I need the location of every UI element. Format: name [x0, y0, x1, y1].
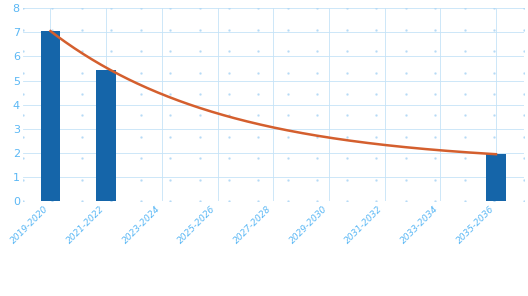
Bar: [41, 31, 60, 201]
Bar: [97, 70, 116, 201]
Bar: [486, 154, 506, 201]
